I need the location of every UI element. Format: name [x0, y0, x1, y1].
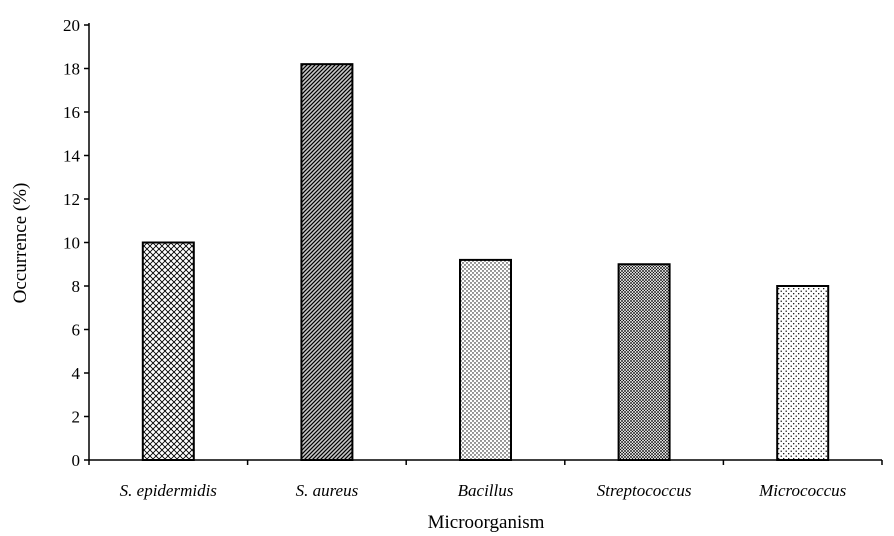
bar-streptococcus: [617, 263, 671, 461]
bar-s-aureus: [300, 63, 354, 462]
y-tick-label: 4: [72, 364, 81, 383]
x-category-label: Bacillus: [458, 481, 514, 500]
y-tick-label: 2: [72, 408, 81, 427]
y-tick-label: 16: [63, 103, 80, 122]
bars-group: [141, 63, 830, 462]
y-tick-label: 20: [63, 16, 80, 35]
y-tick-label: 0: [72, 451, 81, 470]
y-tick-label: 6: [72, 321, 81, 340]
y-tick-label: 8: [72, 277, 81, 296]
x-axis-ticks: [88, 460, 883, 465]
x-category-label: Streptococcus: [597, 481, 692, 500]
x-axis-title: Microorganism: [428, 512, 545, 533]
y-tick-label: 10: [63, 234, 80, 253]
y-axis-title: Occurrence (%): [10, 183, 31, 304]
x-category-label: S. aureus: [296, 481, 359, 500]
bar-s-epidermidis: [141, 241, 195, 461]
bar-micrococcus: [776, 285, 830, 461]
y-axis-ticks: 0 2 4 6 8 10 12 14 16 18 20: [63, 16, 89, 470]
x-category-label: Micrococcus: [758, 481, 847, 500]
y-tick-label: 12: [63, 190, 80, 209]
y-tick-label: 18: [63, 60, 80, 79]
y-tick-label: 14: [63, 147, 81, 166]
category-labels: S. epidermidis S. aureus Bacillus Streptoco…: [120, 481, 847, 500]
x-category-label: S. epidermidis: [120, 481, 218, 500]
bar-bacillus: [459, 258, 512, 461]
